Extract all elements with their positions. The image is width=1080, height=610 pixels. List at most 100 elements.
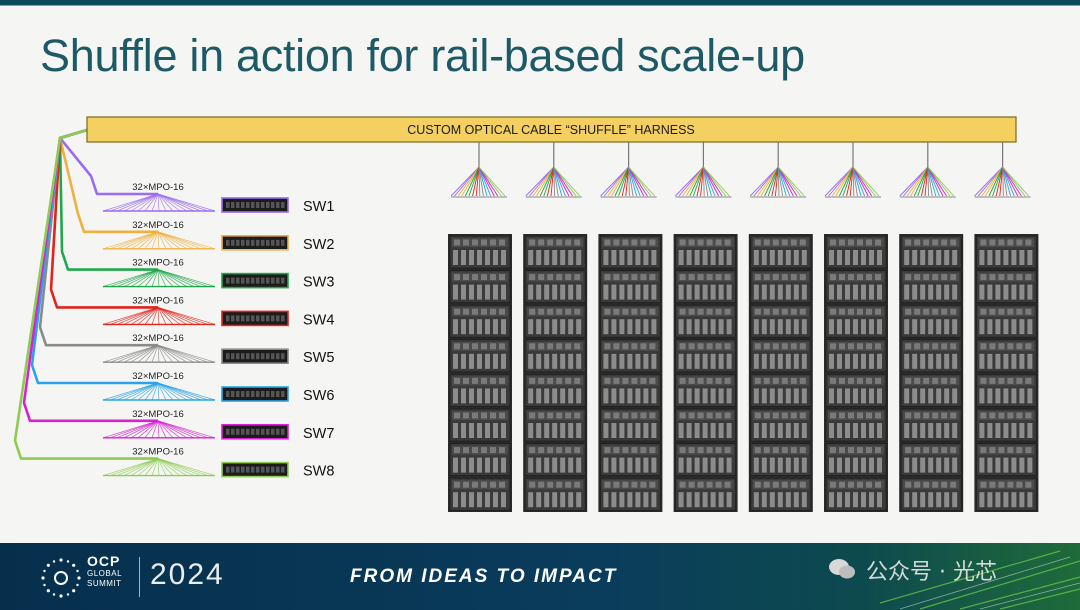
server-unit <box>750 339 812 373</box>
server-unit <box>449 235 511 269</box>
server-unit <box>524 270 586 303</box>
server-unit <box>825 477 887 511</box>
harness-bar <box>86 116 1017 143</box>
server-unit <box>900 235 962 269</box>
server-unit <box>825 339 887 373</box>
switch-box-sw2 <box>221 235 289 251</box>
ocp-logo-sub2: SUMMIT <box>87 579 122 588</box>
server-unit <box>524 408 586 442</box>
ocp-wordmark: OCP GLOBAL SUMMIT <box>87 554 122 588</box>
server-unit <box>449 270 511 303</box>
server-unit <box>976 235 1037 269</box>
rack <box>748 234 813 512</box>
server-unit <box>825 235 887 269</box>
server-unit <box>524 477 586 511</box>
harness-fanout <box>600 142 657 198</box>
footer-streaks <box>879 550 1080 610</box>
harness-fanout <box>824 142 881 198</box>
server-unit <box>750 270 812 303</box>
harness-fanout <box>450 142 507 198</box>
server-unit <box>750 408 812 442</box>
footer-divider <box>139 557 140 597</box>
server-unit <box>900 443 962 476</box>
switch-box-sw5 <box>221 348 289 365</box>
slide-title: Shuffle in action for rail-based scale-u… <box>40 30 805 81</box>
switch-box-sw6 <box>221 386 289 402</box>
server-unit <box>900 477 962 511</box>
server-unit <box>600 477 661 511</box>
switch-label: SW8 <box>303 464 334 480</box>
rack <box>448 234 512 512</box>
server-unit <box>976 304 1037 338</box>
harness-fanout <box>525 142 582 198</box>
server-unit <box>750 443 812 476</box>
mpo-label: 32×MPO-16 <box>132 371 184 382</box>
rack <box>824 234 888 512</box>
server-unit <box>976 374 1037 407</box>
server-unit <box>976 408 1037 442</box>
server-unit <box>976 477 1037 511</box>
mpo-label: 32×MPO-16 <box>132 333 184 344</box>
harness-fanout <box>899 142 956 198</box>
server-unit <box>675 477 736 511</box>
mpo-label: 32×MPO-16 <box>132 182 184 193</box>
shuffle-diagram: CUSTOM OPTICAL CABLE “SHUFFLE” HARNESS 3… <box>13 116 1039 512</box>
footer-year: 2024 <box>150 558 225 591</box>
rack <box>598 234 663 512</box>
harness-label: CUSTOM OPTICAL CABLE “SHUFFLE” HARNESS <box>407 123 695 137</box>
mpo-fanout-sw1 <box>102 193 216 212</box>
server-unit <box>976 339 1037 373</box>
mpo-label: 32×MPO-16 <box>132 295 184 306</box>
footer: OCP GLOBAL SUMMIT 2024 FROM IDEAS TO IMP… <box>0 543 1080 610</box>
server-unit <box>449 304 511 338</box>
top-bar-accent <box>0 5 1080 6</box>
server-unit <box>675 304 736 338</box>
cable-sw8 <box>13 128 158 460</box>
server-unit <box>600 443 661 476</box>
server-unit <box>600 270 661 303</box>
server-unit <box>600 408 661 442</box>
server-unit <box>825 270 887 303</box>
server-unit <box>750 477 812 511</box>
switch-label: SW2 <box>303 237 334 253</box>
switch-box-sw7 <box>221 423 289 440</box>
server-unit <box>524 235 586 269</box>
server-unit <box>825 443 887 476</box>
server-unit <box>825 374 887 407</box>
harness-fanout <box>675 142 732 198</box>
rack <box>899 234 964 512</box>
ocp-logo-icon <box>41 558 81 598</box>
mpo-fanout-sw3 <box>102 269 216 288</box>
switch-label: SW1 <box>303 199 334 215</box>
server-unit <box>900 339 962 373</box>
cable-sw4 <box>49 128 158 309</box>
mpo-label: 32×MPO-16 <box>132 258 184 269</box>
server-unit <box>449 443 511 476</box>
server-unit <box>524 339 586 373</box>
server-unit <box>524 443 586 476</box>
server-unit <box>900 270 962 303</box>
server-unit <box>600 374 661 407</box>
server-unit <box>675 408 736 442</box>
wechat-icon <box>829 559 855 579</box>
server-unit <box>449 374 511 407</box>
mpo-fanout-sw5 <box>102 344 216 363</box>
server-unit <box>825 304 887 338</box>
server-unit <box>600 304 661 338</box>
server-unit <box>900 304 962 338</box>
switch-box-sw3 <box>221 272 289 289</box>
switch-box-sw4 <box>221 310 289 327</box>
mpo-fanout-sw8 <box>102 458 216 477</box>
switch-box-sw8 <box>221 461 289 478</box>
switch-group: 32×MPO-16 SW1 32×MPO-16 SW2 32×MPO-16 SW3 32×M… <box>102 182 334 480</box>
server-unit <box>675 339 736 373</box>
rack <box>523 234 588 512</box>
server-unit <box>524 374 586 407</box>
top-bar <box>0 0 1080 5</box>
server-unit <box>600 235 661 269</box>
server-unit <box>449 477 511 511</box>
server-unit <box>900 408 962 442</box>
server-unit <box>976 443 1037 476</box>
footer-watermark: 公众号 · 光芯 <box>866 560 997 585</box>
harness-fanout <box>974 142 1031 198</box>
